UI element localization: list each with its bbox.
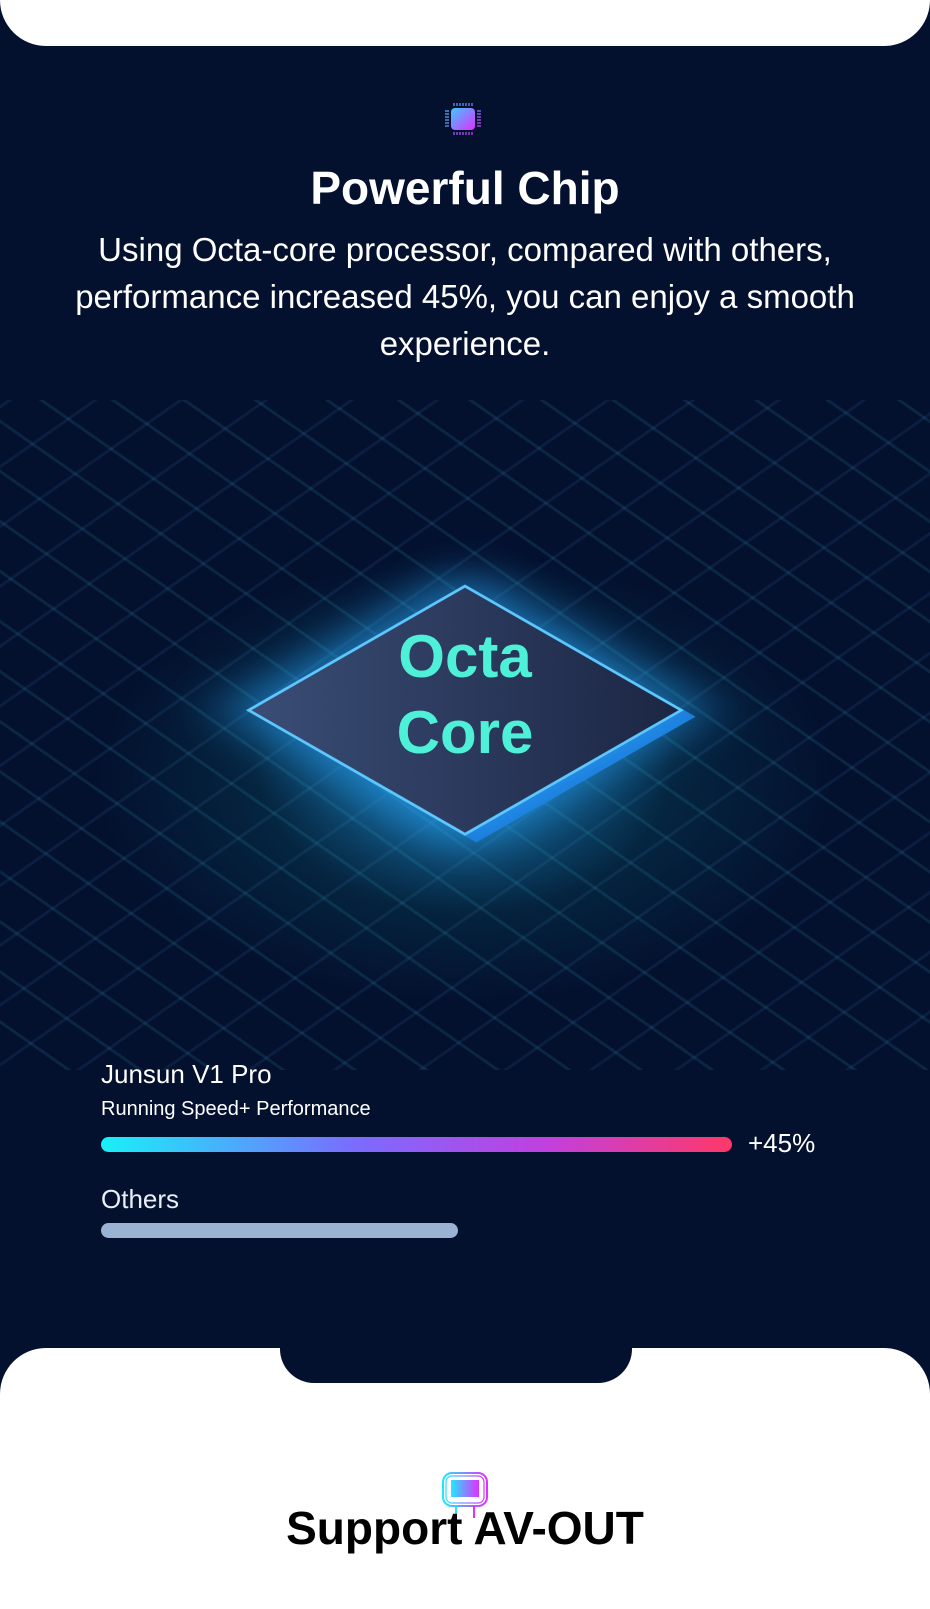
product-metric: Running Speed+ Performance <box>101 1098 371 1120</box>
previous-section-card <box>0 0 930 46</box>
octa-core-chip-image: Octa Core <box>0 400 930 1070</box>
others-label: Others <box>101 1184 180 1214</box>
section-notch <box>280 1340 632 1383</box>
performance-increase-label: +45% <box>748 1128 816 1158</box>
others-performance-bar <box>101 1223 458 1238</box>
section-title: Powerful Chip <box>310 162 620 214</box>
section-title-av-out: Support AV-OUT <box>286 1502 644 1554</box>
product-name: Junsun V1 Pro <box>101 1059 272 1089</box>
chip-label: Octa Core <box>315 615 615 775</box>
headrest-monitor-icon <box>442 1472 488 1518</box>
processor-chip-icon <box>445 103 481 135</box>
section-description: Using Octa-core processor, compared with… <box>75 231 855 362</box>
chip-text-octa: Octa <box>398 623 532 690</box>
product-performance-bar <box>101 1137 732 1152</box>
chip-text-core: Core <box>396 699 534 766</box>
av-out-section-card <box>0 1348 930 1609</box>
